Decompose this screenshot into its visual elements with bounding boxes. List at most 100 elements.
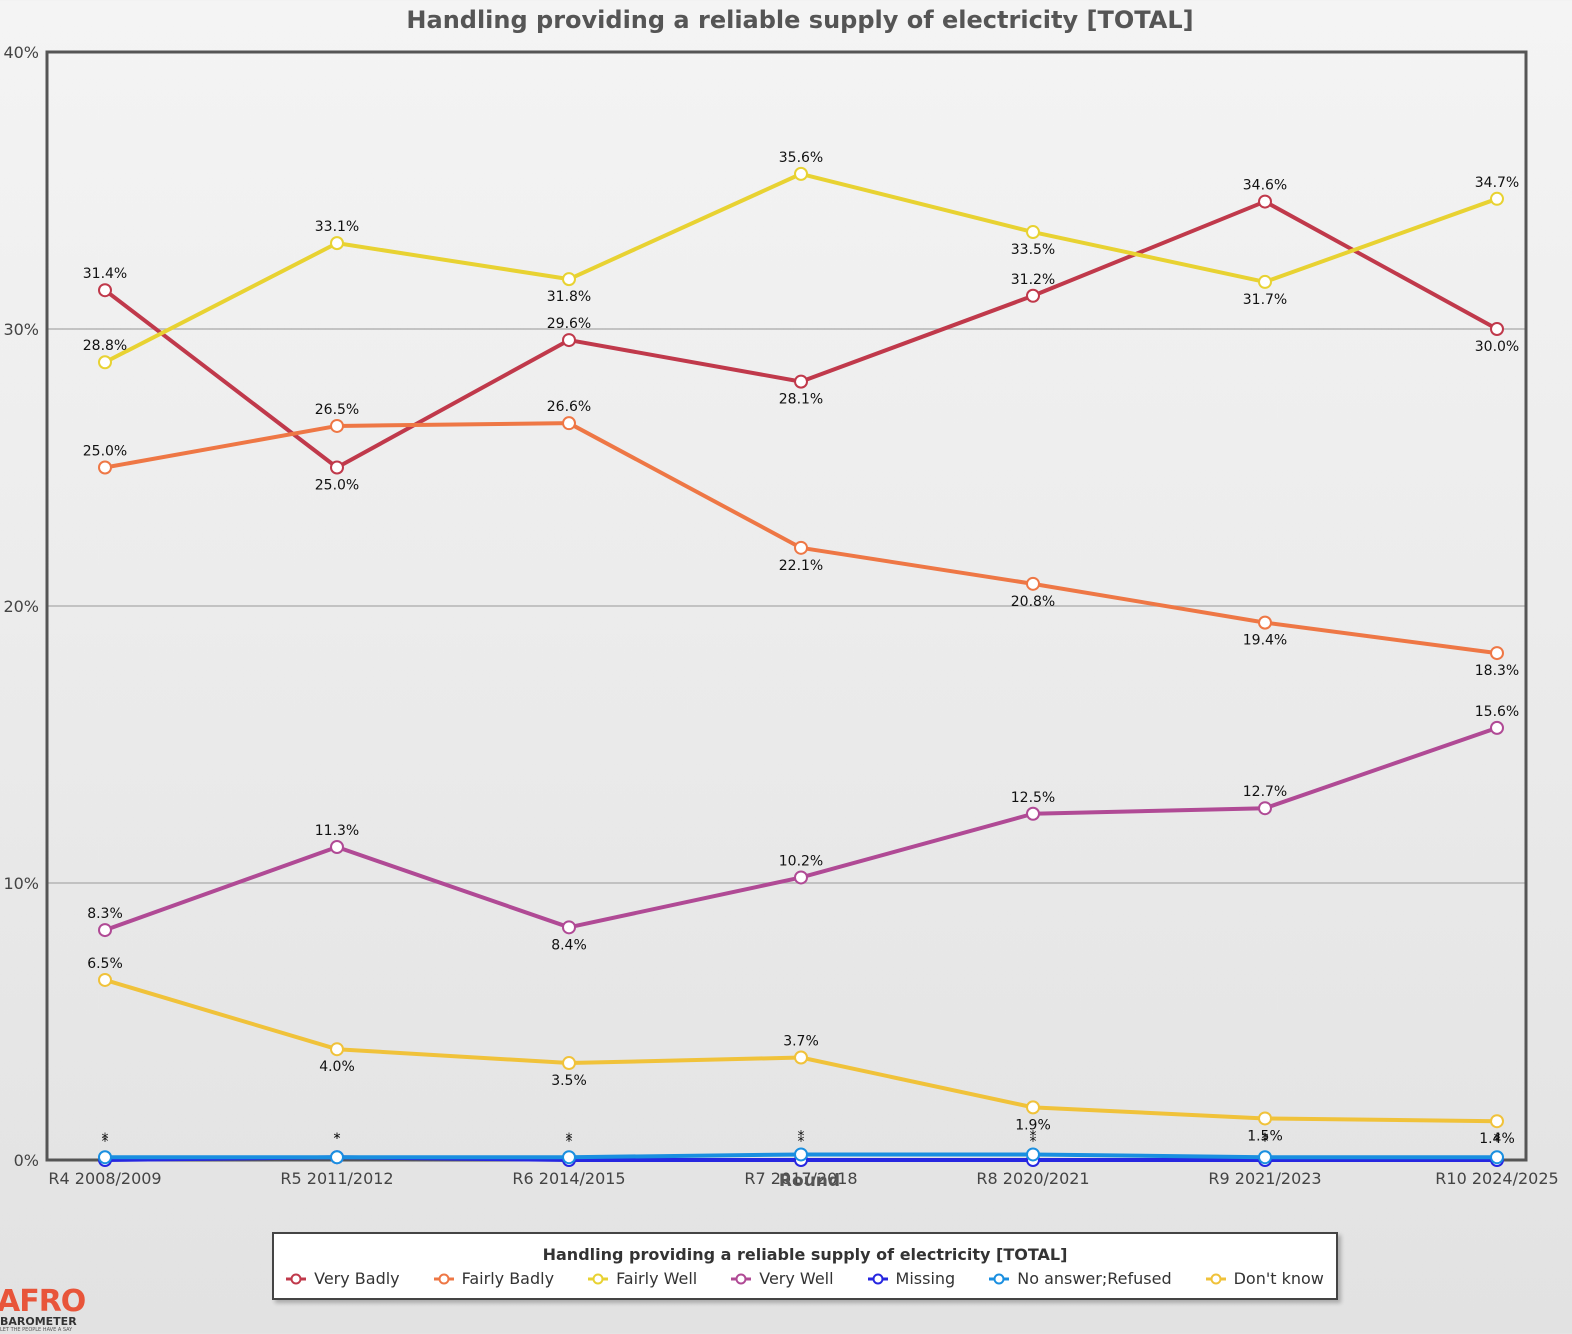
data-point [562,333,576,348]
data-point [1258,194,1272,209]
data-point [1490,1114,1504,1129]
data-point [98,1150,112,1165]
y-tick-label: 30% [3,320,39,339]
data-label: 31.4% [83,266,127,282]
data-label: 26.5% [315,402,359,418]
legend-item[interactable]: Very Well [731,1269,834,1288]
data-point [794,166,808,181]
data-label: 11.3% [315,823,359,839]
data-point [562,416,576,431]
legend-label: Very Badly [314,1269,400,1288]
data-label: * [1494,1131,1501,1147]
x-tick-label: R4 2008/2009 [48,1169,161,1188]
data-label: 29.6% [547,316,591,332]
y-tick-label: 40% [3,43,39,62]
data-label: * [102,1131,109,1147]
x-tick-label: R5 2011/2012 [280,1169,393,1188]
data-label: 25.0% [83,444,127,460]
legend-label: Very Well [759,1269,834,1288]
legend-label: No answer;Refused [1017,1269,1172,1288]
data-point [1258,615,1272,630]
legend-item[interactable]: Missing [867,1269,955,1288]
data-point [794,1147,808,1162]
x-tick-label: R8 2020/2021 [976,1169,1089,1188]
data-point [98,283,112,298]
data-label: 31.8% [547,289,591,305]
y-tick-label: 0% [14,1151,39,1170]
x-tick-label: R6 2014/2015 [512,1169,625,1188]
data-label: 25.0% [315,478,359,494]
data-point [1490,720,1504,735]
data-point [1026,1100,1040,1115]
data-point [98,355,112,370]
data-label: 12.7% [1243,784,1287,800]
data-label: * [334,1131,341,1147]
legend-item[interactable]: Fairly Well [588,1269,697,1288]
data-point [794,540,808,555]
data-point [330,460,344,475]
x-tick-label: R7 2017/2018 [744,1169,857,1188]
data-label: 35.6% [779,150,823,166]
data-point [1490,322,1504,336]
chart-title: Handling providing a reliable supply of … [406,6,1194,34]
data-point [1258,274,1272,289]
data-point [562,1150,576,1165]
logo-text: AFRO [0,1284,86,1319]
data-label: 30.0% [1475,339,1519,355]
logo-subtext: BAROMETER [0,1315,77,1328]
data-point [1026,288,1040,303]
data-label: 15.6% [1475,704,1519,720]
data-label: 12.5% [1011,790,1055,806]
data-point [330,839,344,854]
y-tick-label: 10% [3,874,39,893]
data-label: 19.4% [1243,633,1287,649]
legend-item[interactable]: No answer;Refused [989,1269,1172,1288]
data-point [562,1056,576,1071]
legend-marker-icon [867,1273,888,1284]
data-point [1258,801,1272,816]
y-tick-label: 20% [3,597,39,616]
data-label: * [1030,1128,1037,1144]
data-label: * [1494,1134,1501,1150]
data-point [794,870,808,885]
data-label: * [102,1134,109,1150]
data-label: 8.3% [87,906,123,922]
data-label: 3.7% [783,1034,819,1050]
data-label: 4.0% [319,1059,355,1075]
data-label: 34.7% [1475,175,1519,191]
data-label: 10.2% [779,853,823,869]
x-tick-label: R9 2021/2023 [1208,1169,1321,1188]
data-label: 26.6% [547,399,591,415]
data-label: 34.6% [1243,178,1287,194]
data-point [1490,646,1504,661]
legend-item[interactable]: Very Badly [286,1269,400,1288]
legend-marker-icon [731,1273,752,1284]
data-label: 31.7% [1243,292,1287,308]
data-label: 1.9% [1015,1117,1051,1133]
data-point [98,923,112,938]
data-label: * [1262,1134,1269,1150]
afrobarometer-logo: AFRO BAROMETER LET THE PEOPLE HAVE A SAY [0,1284,100,1334]
legend-marker-icon [286,1273,307,1284]
data-point [330,1042,344,1057]
data-label: 28.1% [779,392,823,408]
data-label: * [798,1134,805,1150]
data-label: * [566,1134,573,1150]
legend-item[interactable]: Don't know [1205,1269,1324,1288]
data-label: 3.5% [551,1073,587,1089]
legend-marker-icon [433,1273,454,1284]
data-point [1258,1111,1272,1126]
legend-item[interactable]: Fairly Badly [433,1269,554,1288]
data-label: 1.5% [1247,1128,1283,1144]
data-label: 33.5% [1011,242,1055,258]
data-label: * [1262,1131,1269,1147]
data-label: 18.3% [1475,663,1519,679]
data-label: * [798,1128,805,1144]
legend-marker-icon [989,1273,1010,1284]
x-axis-title: Round [779,1171,840,1191]
data-point [1258,1150,1272,1165]
data-label: 22.1% [779,558,823,574]
data-label: 20.8% [1011,594,1055,610]
legend: Handling providing a reliable supply of … [272,1232,1338,1300]
